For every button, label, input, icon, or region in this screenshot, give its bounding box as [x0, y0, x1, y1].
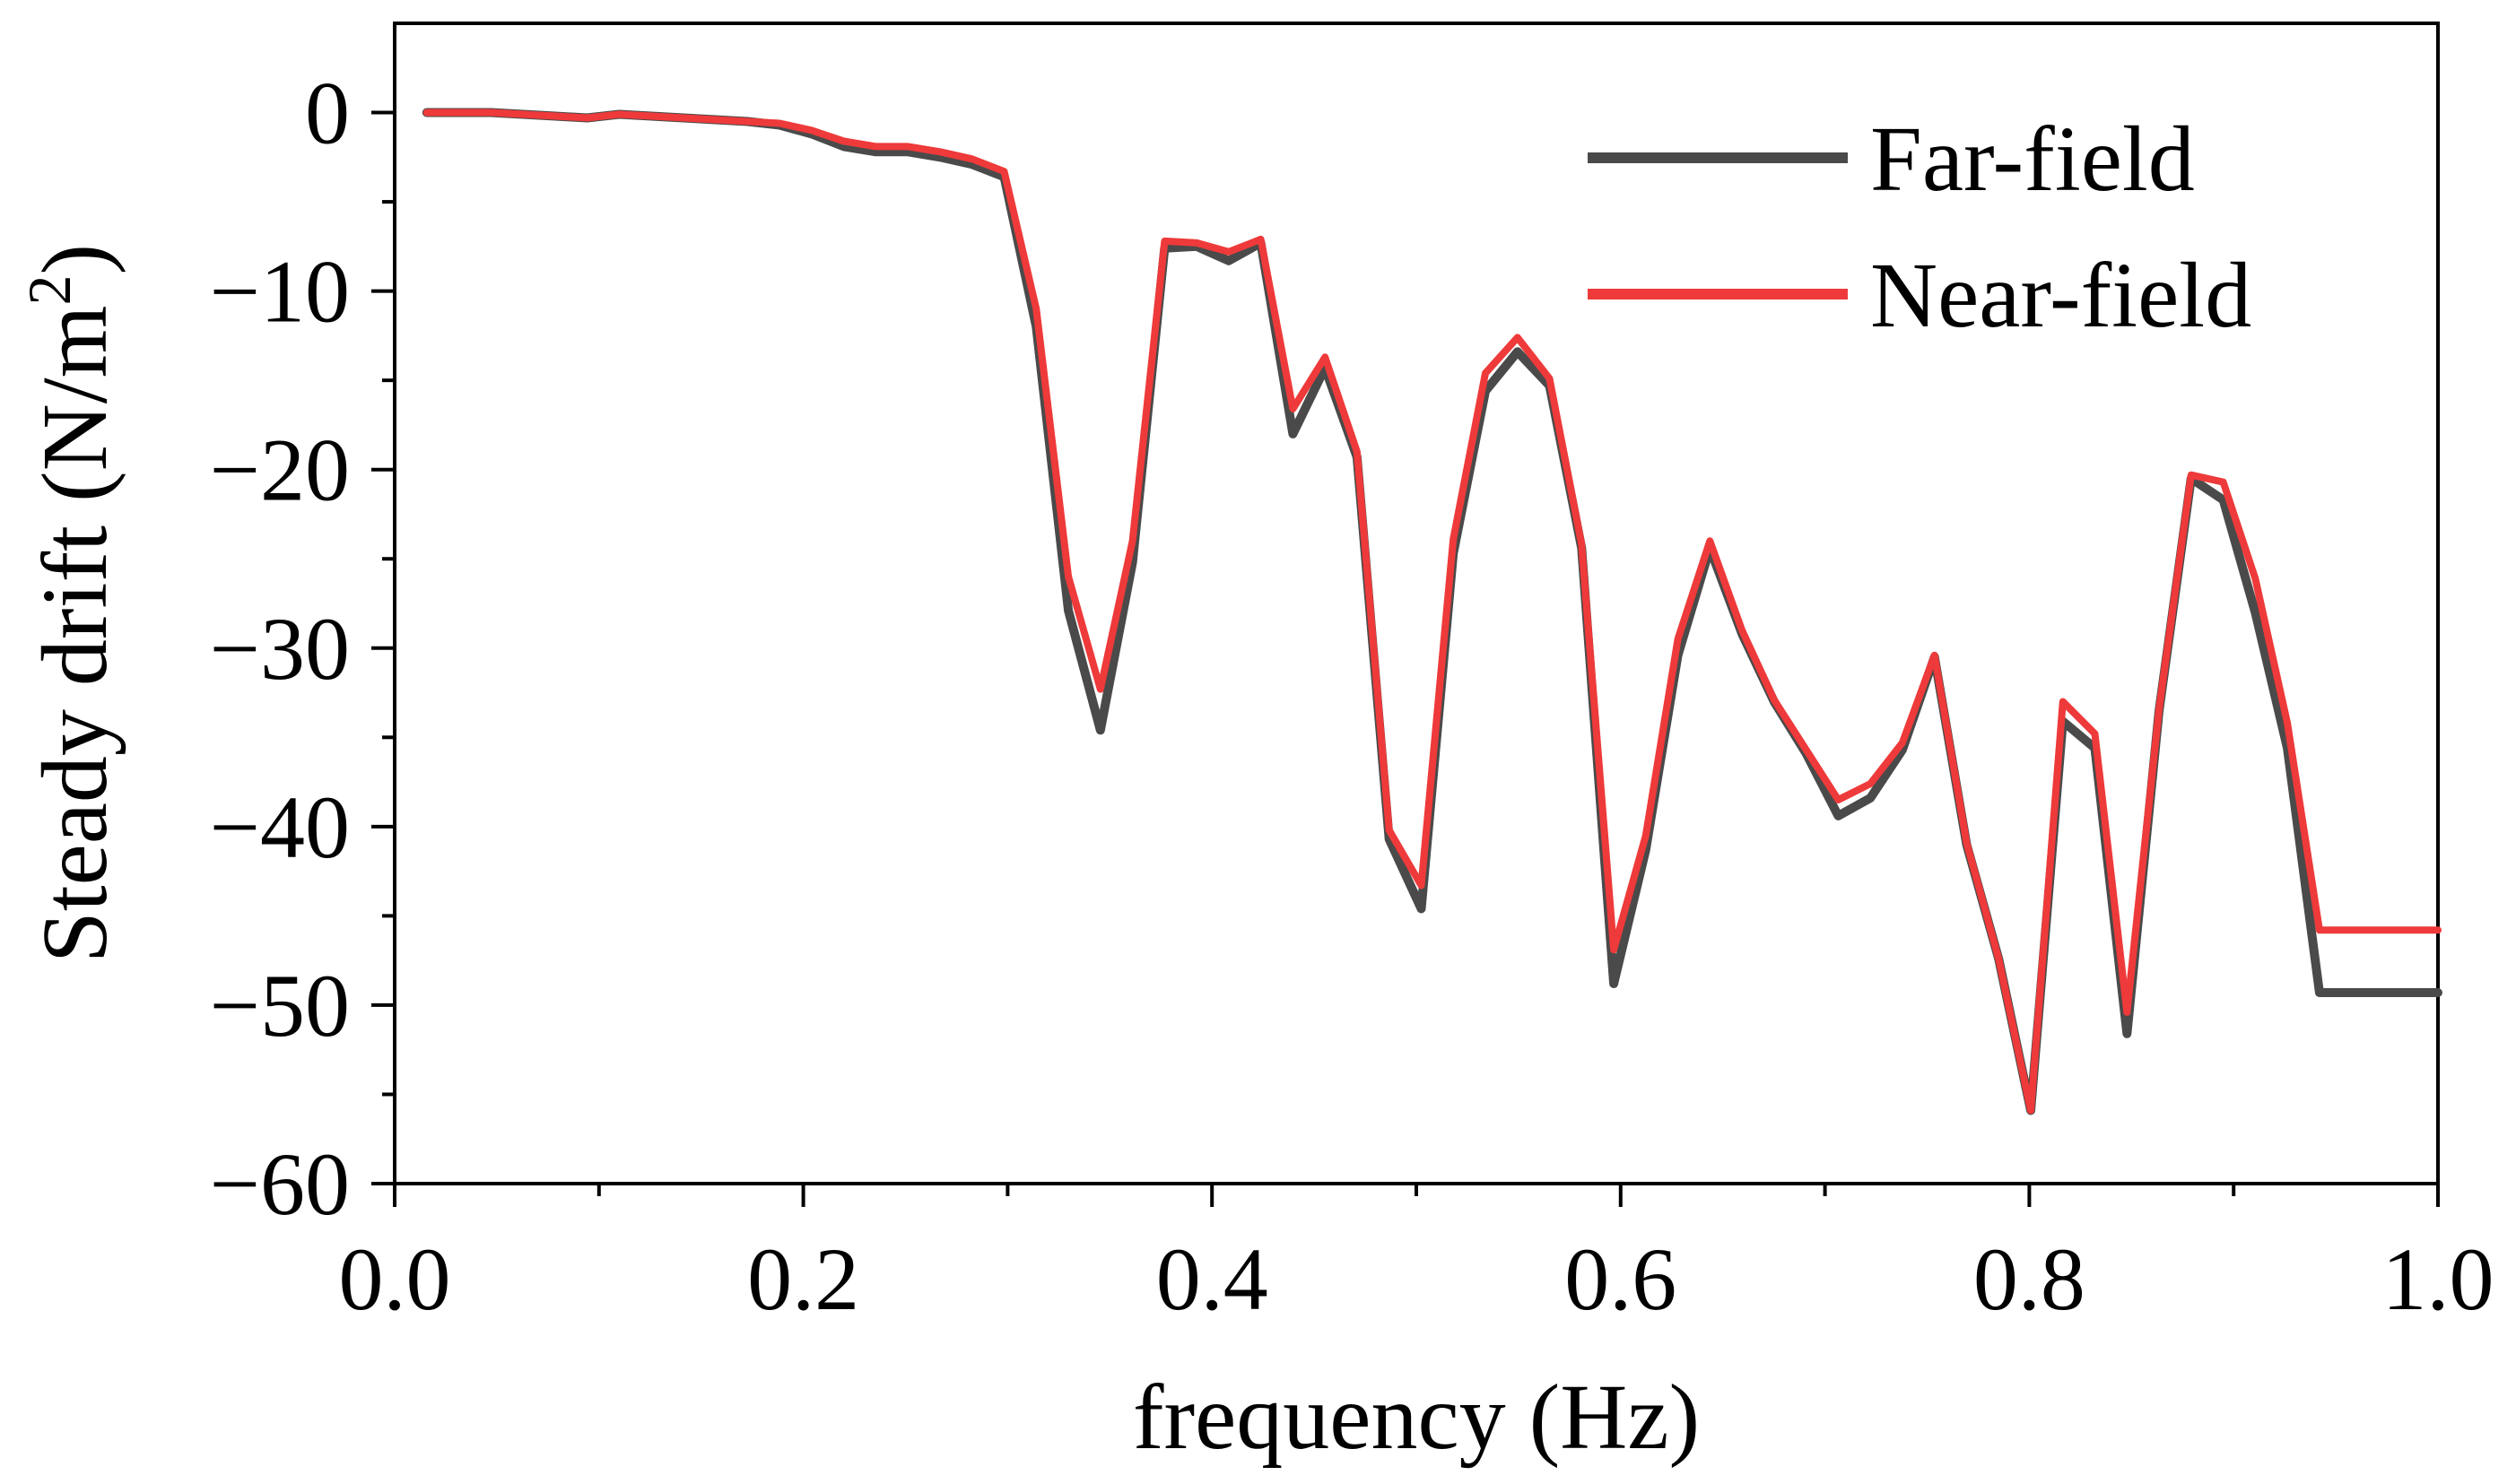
legend: Far-field Near-field [1588, 108, 2251, 347]
y-tick-label: −20 [210, 421, 350, 520]
y-tick-label: −10 [210, 242, 350, 342]
y-axis-title-superscript: 2 [15, 275, 83, 306]
axis-ticks [371, 110, 2440, 1207]
y-tick-label: −60 [210, 1134, 350, 1234]
y-axis-title-close: ) [23, 244, 126, 275]
axis-tick-labels: 0.0 0.2 0.4 0.6 0.8 1.0 0 −10 −20 −30 −40 −50 −60 [210, 64, 2494, 1329]
y-axis-title: Steady drift (N/m2) [15, 244, 126, 963]
x-tick-label: 0.6 [1564, 1229, 1676, 1329]
legend-label-near-field: Near-field [1870, 244, 2251, 347]
x-tick-label: 0.8 [1973, 1229, 2085, 1329]
x-axis-title: frequency (Hz) [1133, 1366, 1700, 1469]
series-group [422, 108, 2442, 1115]
series-line-near-field [422, 108, 2442, 1115]
x-tick-label: 0.2 [747, 1229, 859, 1329]
x-tick-label: 1.0 [2382, 1229, 2494, 1329]
y-tick-label: −50 [210, 956, 350, 1055]
x-tick-label: 0.0 [339, 1229, 451, 1329]
x-tick-label: 0.4 [1156, 1229, 1268, 1329]
y-tick-label: −30 [210, 599, 350, 699]
y-tick-label: −40 [210, 777, 350, 877]
y-axis-title-main: Steady drift (N/m [23, 306, 126, 964]
legend-label-far-field: Far-field [1870, 108, 2195, 211]
y-tick-label: 0 [305, 64, 350, 163]
